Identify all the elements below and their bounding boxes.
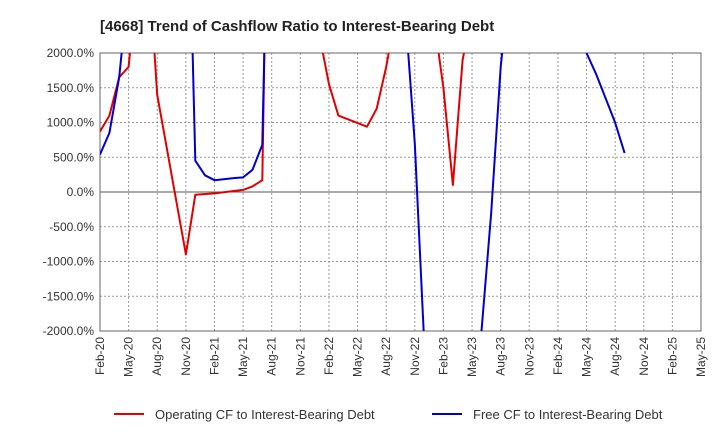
x-tick-label: Feb-24 (551, 337, 565, 375)
x-tick-label: Aug-22 (379, 337, 393, 376)
x-tick-label: Aug-21 (265, 337, 279, 376)
series (100, 53, 626, 331)
y-tick-label: -1500.0% (43, 289, 95, 303)
series-2-line (100, 53, 123, 155)
y-tick-label: 0.0% (67, 185, 95, 199)
legend-label-1: Operating CF to Interest-Bearing Debt (155, 407, 375, 422)
series-1-line (153, 53, 266, 256)
x-tick-label: Feb-23 (436, 337, 450, 375)
x-tick-label: Feb-25 (665, 337, 679, 375)
x-tick-label: Feb-20 (93, 337, 107, 375)
x-tick-label: Nov-21 (293, 337, 307, 376)
y-tick-label: -1000.0% (43, 255, 95, 269)
x-tick-label: May-22 (351, 337, 365, 377)
x-tick-labels: Feb-20 May-20 Aug-20 Nov-20 Feb-21 May-21 Aug-… (93, 337, 708, 377)
legend-label-2: Free CF to Interest-Bearing Debt (473, 407, 663, 422)
y-tick-label: 2000.0% (47, 46, 95, 60)
x-tick-label: Feb-22 (322, 337, 336, 375)
x-tick-label: Nov-23 (522, 337, 536, 376)
y-tick-label: 1500.0% (47, 81, 95, 95)
series-2-line (480, 53, 504, 331)
x-tick-label: Nov-24 (637, 337, 651, 376)
series-2-line (407, 53, 425, 331)
series-1-line (321, 53, 390, 128)
y-tick-label: 500.0% (53, 150, 94, 164)
x-tick-label: May-24 (580, 337, 594, 377)
y-tick-label: -2000.0% (43, 324, 95, 338)
x-tick-label: May-21 (236, 337, 250, 377)
x-tick-label: Aug-24 (608, 337, 622, 376)
legend: Operating CF to Interest-Bearing Debt Fre… (114, 407, 663, 422)
chart-title: [4668] Trend of Cashflow Ratio to Intere… (100, 18, 494, 35)
series-2-line (191, 53, 266, 182)
x-tick-label: May-25 (694, 337, 708, 377)
x-tick-label: Aug-23 (494, 337, 508, 376)
y-tick-label: 1000.0% (47, 116, 95, 130)
plot-frame (99, 52, 702, 332)
x-tick-label: Feb-21 (207, 337, 221, 375)
grid (99, 52, 702, 332)
series-2 (100, 53, 626, 331)
x-tick-label: May-23 (465, 337, 479, 377)
x-tick-label: May-20 (122, 337, 136, 377)
y-tick-labels: 2000.0% 1500.0% 1000.0% 500.0% 0.0% -500.0% -1… (43, 46, 95, 338)
y-tick-label: -500.0% (49, 220, 94, 234)
axes (99, 52, 702, 332)
x-tick-label: Nov-20 (179, 337, 193, 376)
series-2-line (585, 53, 626, 154)
x-tick-label: Nov-22 (408, 337, 422, 376)
series-1 (100, 53, 465, 256)
x-tick-label: Aug-20 (150, 337, 164, 376)
series-1-line (437, 53, 465, 186)
